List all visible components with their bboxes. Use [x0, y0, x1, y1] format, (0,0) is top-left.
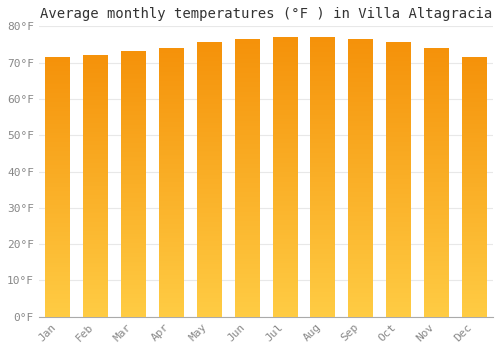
Title: Average monthly temperatures (°F ) in Villa Altagracia: Average monthly temperatures (°F ) in Vi…	[40, 7, 492, 21]
